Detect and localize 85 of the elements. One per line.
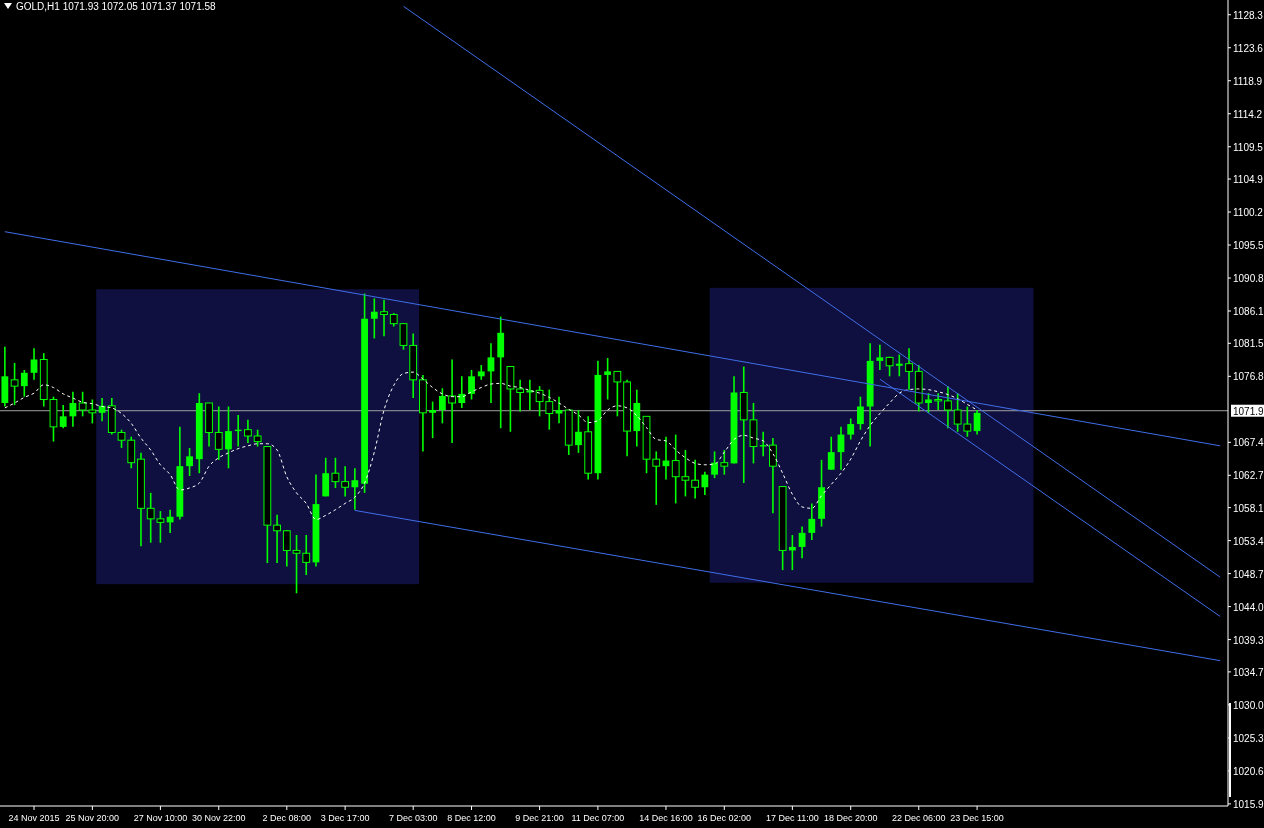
y-tick-label: 1100.2 <box>1233 207 1264 219</box>
x-tick-label: 17 Dec 11:00 <box>765 813 819 823</box>
candlestick <box>380 298 388 338</box>
candlestick <box>720 449 729 476</box>
candlestick <box>691 459 700 500</box>
candlestick <box>351 467 359 511</box>
candlestick <box>322 456 330 498</box>
candlestick <box>186 447 193 477</box>
y-tick-label: 1095.5 <box>1233 240 1264 252</box>
candlestick <box>429 400 437 439</box>
candlestick <box>10 362 19 406</box>
candlestick <box>370 297 378 340</box>
candlestick <box>857 395 864 431</box>
x-tick-label: 23 Dec 15:00 <box>950 813 1004 823</box>
y-tick-label: 1067.4 <box>1233 437 1264 449</box>
candlestick <box>934 392 943 411</box>
candlestick <box>516 379 525 413</box>
x-tick-label: 30 Nov 22:00 <box>191 813 246 823</box>
x-tick-label: 8 Dec 12:00 <box>447 813 496 823</box>
candlestick <box>827 435 835 471</box>
y-tick-label: 1086.1 <box>1233 306 1264 318</box>
candlestick <box>166 508 174 534</box>
y-tick-label: 1053.4 <box>1233 535 1264 547</box>
y-tick-label: 1118.9 <box>1233 75 1263 87</box>
candlestick <box>30 347 38 381</box>
y-tick-label: 1015.9 <box>1233 798 1264 810</box>
chart-title: GOLD,H1 1071.93 1072.05 1071.37 1071.58 <box>16 1 217 12</box>
candlestick <box>506 365 515 433</box>
y-tick-label: 1034.7 <box>1233 666 1264 678</box>
candlestick <box>808 502 816 541</box>
x-tick-label: 9 Dec 21:00 <box>515 813 564 823</box>
ref-line-label: 1071.9 <box>1233 405 1264 417</box>
candlestick <box>244 419 252 444</box>
candlestick <box>20 369 28 398</box>
y-tick-label: 1030.0 <box>1233 699 1264 711</box>
y-tick-label: 1044.0 <box>1233 601 1264 613</box>
candlestick <box>448 358 456 444</box>
x-tick-label: 22 Dec 06:00 <box>891 813 946 823</box>
candlestick <box>701 471 709 496</box>
candlestick <box>847 417 855 441</box>
candlestick <box>895 353 903 378</box>
y-tick-label: 1081.5 <box>1233 338 1264 350</box>
candlestick <box>613 370 622 418</box>
candlestick <box>273 513 281 564</box>
y-tick-label: 1058.1 <box>1233 502 1264 514</box>
candlestick <box>555 395 563 425</box>
candlestick <box>944 385 952 430</box>
candlestick <box>575 409 582 454</box>
y-tick-label: 1104.9 <box>1233 174 1264 186</box>
candlestick <box>905 347 913 391</box>
candlestick <box>604 357 612 401</box>
y-tick-label: 1114.2 <box>1233 108 1263 120</box>
candlestick <box>225 405 232 470</box>
candlestick <box>341 465 350 498</box>
x-tick-label: 27 Nov 10:00 <box>133 813 188 823</box>
x-tick-label: 2 Dec 08:00 <box>262 813 312 823</box>
x-tick-label: 3 Dec 17:00 <box>320 813 370 823</box>
y-tick-label: 1076.8 <box>1233 371 1264 383</box>
y-tick-label: 1109.5 <box>1233 141 1264 153</box>
y-tick-label: 1123.6 <box>1233 42 1264 54</box>
candlestick <box>59 404 67 430</box>
y-tick-label: 1062.7 <box>1233 470 1264 482</box>
x-tick-label: 16 Dec 02:00 <box>697 813 752 823</box>
candlestick <box>458 375 466 409</box>
x-tick-label: 11 Dec 07:00 <box>571 813 625 823</box>
x-tick-label: 18 Dec 20:00 <box>823 813 878 823</box>
candlestick <box>214 405 223 461</box>
y-tick-label: 1128.3 <box>1233 9 1264 21</box>
candlestick <box>769 437 777 515</box>
x-tick-label: 7 Dec 03:00 <box>388 813 438 823</box>
y-tick-label: 1025.3 <box>1233 732 1264 744</box>
candlestick <box>711 450 718 479</box>
y-tick-label: 1048.7 <box>1233 568 1264 580</box>
y-tick-label: 1090.8 <box>1233 273 1264 285</box>
candlestick <box>438 387 446 425</box>
x-tick-label: 14 Dec 16:00 <box>639 813 693 823</box>
candlestick <box>468 369 475 401</box>
candlestick <box>759 430 767 458</box>
candlestick <box>876 343 884 371</box>
candlestick <box>925 392 932 414</box>
y-tick-label: 1020.6 <box>1233 765 1264 777</box>
y-tick-label: 1039.3 <box>1233 634 1264 646</box>
x-tick-label: 24 Nov 2015 <box>8 813 60 823</box>
x-tick-label: 25 Nov 20:00 <box>65 813 120 823</box>
candlestick <box>331 456 340 489</box>
